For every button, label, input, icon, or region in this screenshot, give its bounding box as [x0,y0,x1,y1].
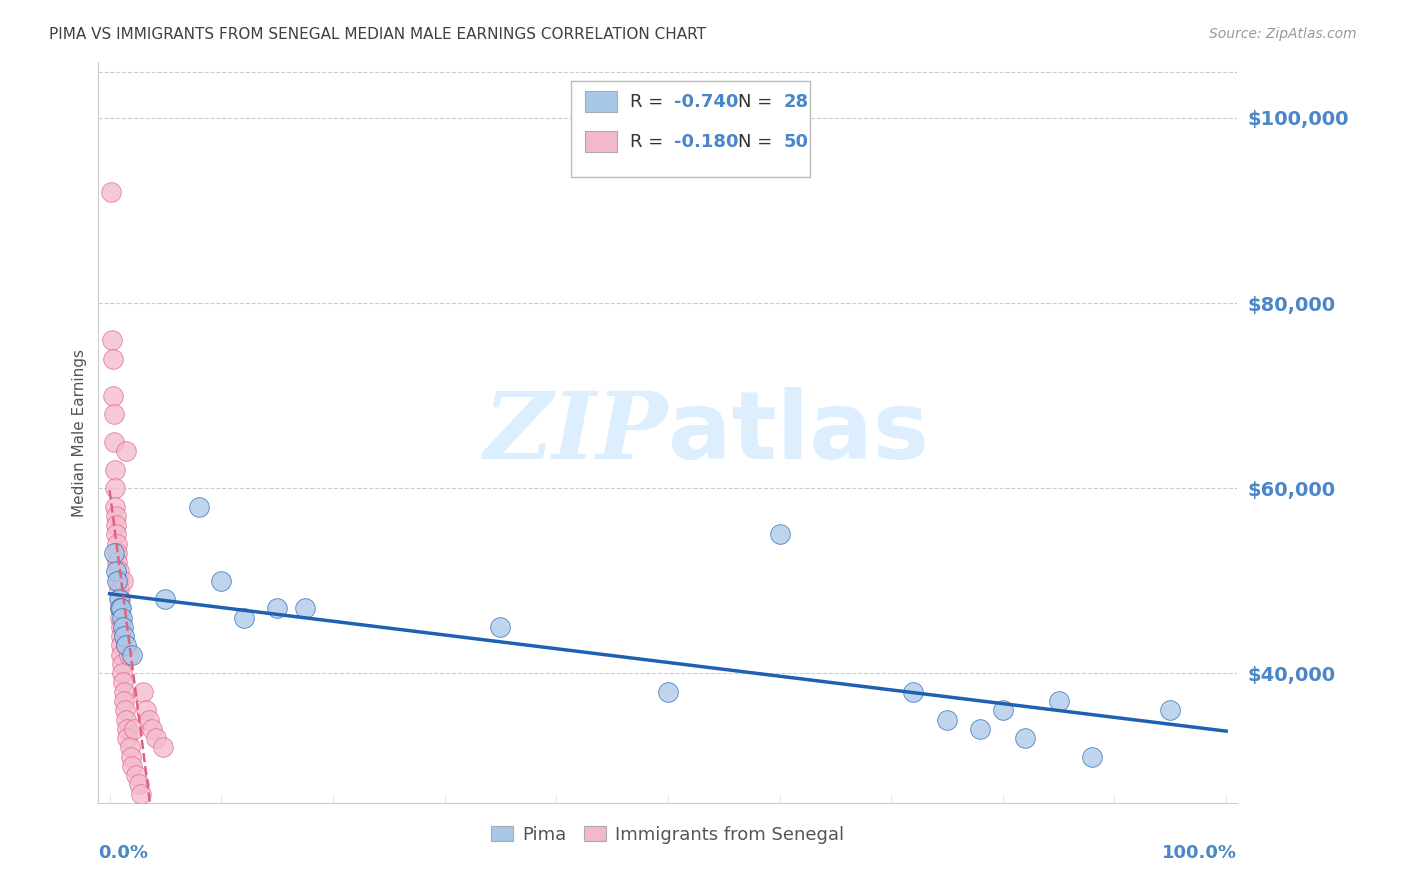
Point [105,508,128,523]
Point [101,388,124,402]
Point [152,740,174,755]
Point [489,620,512,634]
Point [112,694,135,708]
Text: 0.0%: 0.0% [98,844,149,862]
Point [105,527,128,541]
Point [141,722,163,736]
Point [135,703,157,717]
Point [108,592,131,607]
Point [120,749,142,764]
Text: 28: 28 [785,93,808,111]
Point [103,434,125,449]
Point [128,777,150,791]
Point [111,574,134,588]
Bar [585,131,617,152]
Point [110,639,132,653]
Point [187,500,209,514]
Point [112,685,135,699]
Text: R =: R = [630,133,669,151]
Point [107,565,129,579]
Point [105,518,128,533]
Text: N =: N = [738,133,779,151]
Point [232,610,254,624]
Point [104,500,127,514]
Point [107,574,129,588]
Point [115,639,138,653]
Point [103,407,125,421]
Point [108,610,131,624]
Point [125,768,148,782]
Point [1081,749,1104,764]
Point [118,740,141,755]
Bar [585,91,617,112]
Point [107,536,129,550]
Point [111,620,134,634]
Legend: Pima, Immigrants from Senegal: Pima, Immigrants from Senegal [486,821,849,849]
Text: PIMA VS IMMIGRANTS FROM SENEGAL MEDIAN MALE EARNINGS CORRELATION CHART: PIMA VS IMMIGRANTS FROM SENEGAL MEDIAN M… [49,27,706,42]
FancyBboxPatch shape [571,81,810,178]
Point [145,731,167,745]
Point [117,648,139,662]
Point [122,722,145,736]
Point [107,546,129,560]
Point [969,722,991,736]
Point [103,546,125,560]
Point [114,703,136,717]
Text: -0.740: -0.740 [673,93,738,111]
Point [100,185,122,199]
Point [107,555,129,569]
Point [209,574,232,588]
Point [111,657,134,671]
Point [117,731,139,745]
Point [108,601,131,615]
Point [104,481,127,495]
Point [105,565,128,579]
Point [107,574,129,588]
Point [1047,694,1070,708]
Text: ZIP: ZIP [484,388,668,477]
Point [117,722,139,736]
Point [111,675,134,690]
Point [294,601,316,615]
Text: atlas: atlas [668,386,929,479]
Text: Source: ZipAtlas.com: Source: ZipAtlas.com [1209,27,1357,41]
Point [101,333,124,347]
Text: R =: R = [630,93,669,111]
Text: 100.0%: 100.0% [1163,844,1237,862]
Point [101,351,124,366]
Point [110,648,132,662]
Point [155,592,177,607]
Point [107,592,129,607]
Point [1159,703,1181,717]
Point [107,582,129,597]
Point [111,666,134,681]
Y-axis label: Median Male Earnings: Median Male Earnings [72,349,87,516]
Point [1014,731,1036,745]
Text: N =: N = [738,93,779,111]
Point [657,685,679,699]
Point [110,629,132,643]
Point [108,601,131,615]
Point [132,685,155,699]
Text: 50: 50 [785,133,808,151]
Point [138,713,160,727]
Point [115,713,138,727]
Point [110,601,132,615]
Point [112,629,135,643]
Point [936,713,959,727]
Point [121,758,143,772]
Point [768,527,790,541]
Point [110,620,132,634]
Text: -0.180: -0.180 [673,133,738,151]
Point [129,787,152,801]
Point [111,610,134,624]
Point [266,601,288,615]
Point [991,703,1014,717]
Point [115,444,138,458]
Point [104,462,127,476]
Point [903,685,925,699]
Point [121,648,143,662]
